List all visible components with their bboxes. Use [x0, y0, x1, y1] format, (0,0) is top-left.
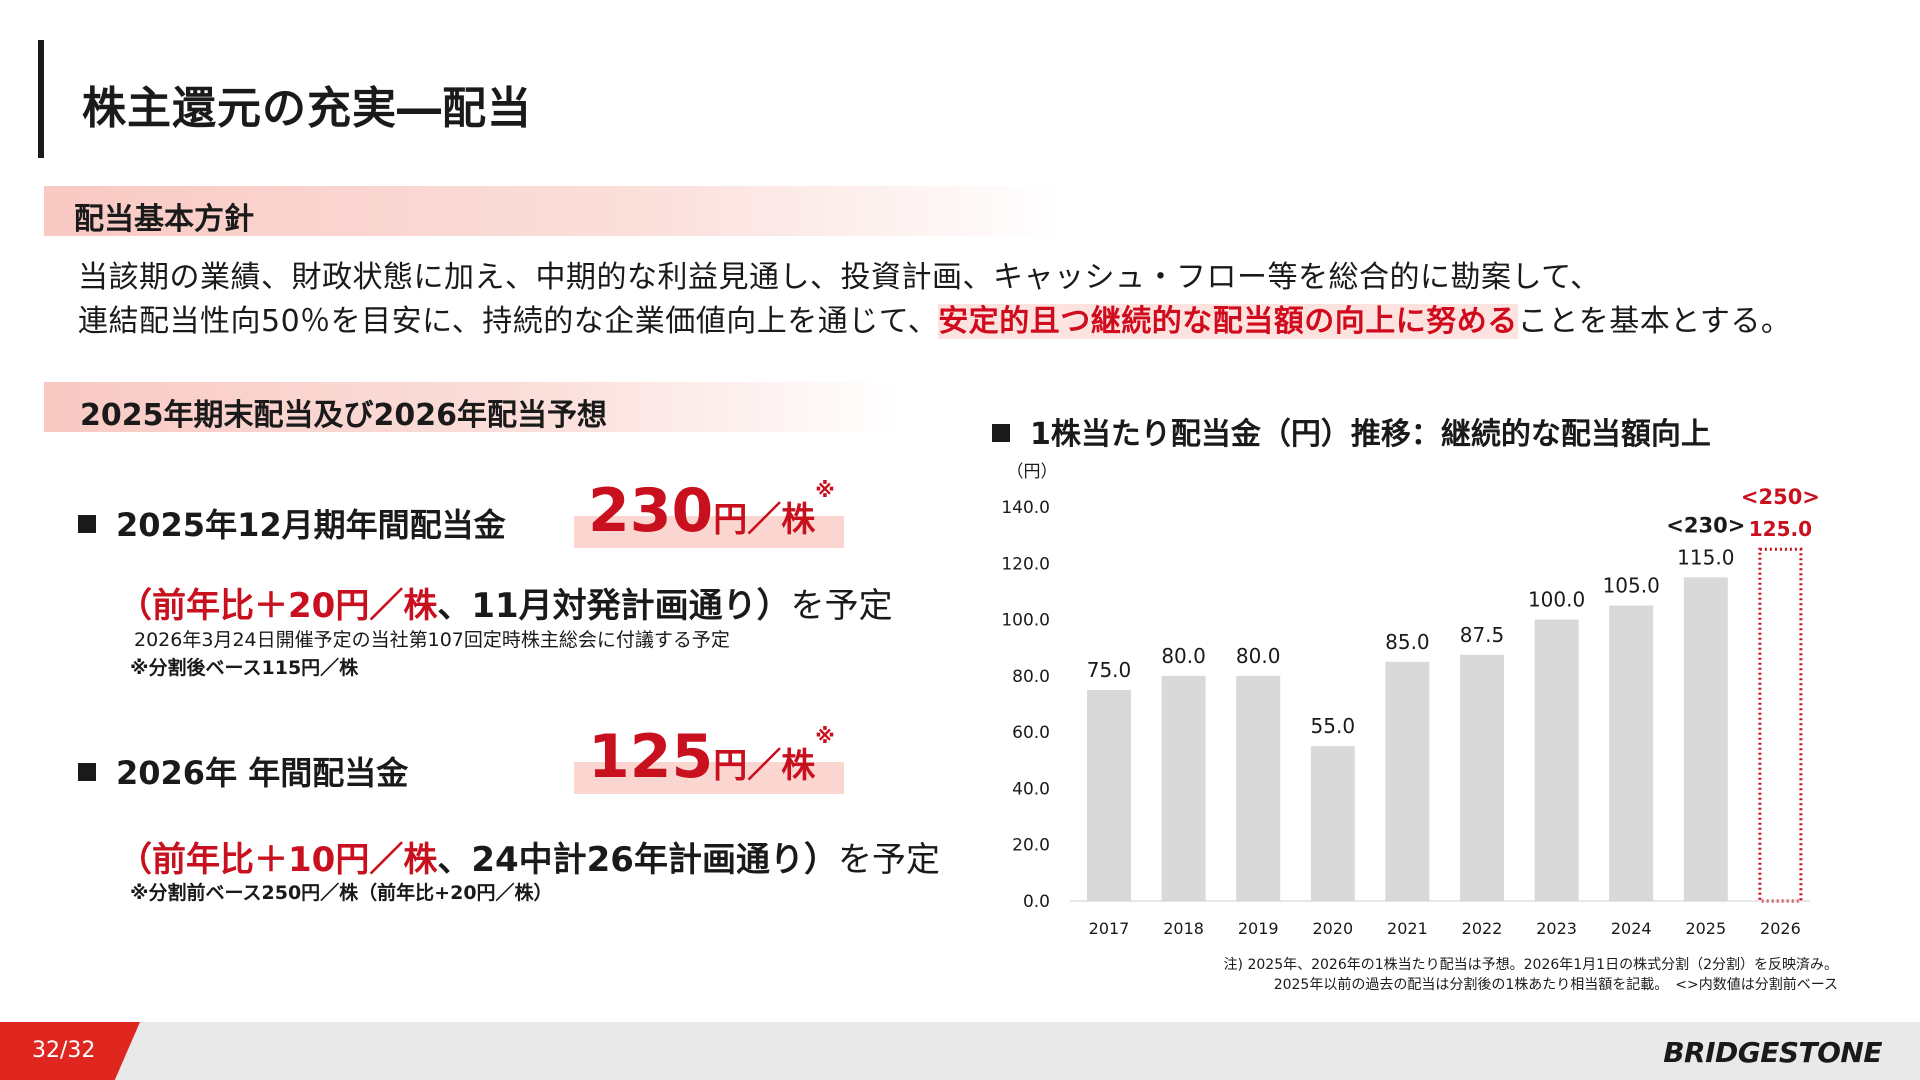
amount-unit-2025: 円／株	[713, 500, 816, 540]
amount-highlight-2026	[574, 762, 844, 794]
amount-value-2025: 230	[588, 476, 714, 546]
footer-bar	[0, 1022, 1920, 1080]
dividend-2026-label: 2026年 年間配当金	[116, 754, 409, 792]
bar-value-label: 80.0	[1161, 644, 1206, 668]
y-tick-label: 20.0	[1012, 836, 1050, 856]
forecast-heading: 2025年期末配当及び2026年配当予想	[80, 398, 607, 433]
bullet-square-icon	[992, 423, 1010, 442]
y-tick-label: 120.0	[1001, 554, 1050, 574]
chart-title-text: 1株当たり配当金（円）推移：継続的な配当額向上	[1030, 417, 1711, 452]
plan-text-2025: 、11月対発計画通り）	[437, 586, 791, 626]
y-tick-label: 0.0	[1023, 892, 1050, 912]
bar-value-label: 115.0	[1677, 545, 1734, 569]
x-tick-label: 2021	[1387, 919, 1428, 938]
bar	[1161, 675, 1206, 901]
page-number-tab	[0, 1022, 140, 1080]
bridgestone-logo: BRIDGESTONE	[1663, 1036, 1882, 1069]
chart-footnote-2: 2025年以前の過去の配当は分割後の1株あたり相当額を記載。 <>内数値は分割前…	[1273, 977, 1838, 993]
change-text-2025: （前年比＋20円／株	[118, 586, 438, 626]
note-mark-2026: ※	[815, 724, 835, 748]
plan-text-2026: 、24中計26年計画通り）	[437, 840, 838, 880]
bar	[1236, 675, 1281, 901]
policy-heading-band: 配当基本方針	[44, 186, 1064, 237]
dividend-2026-note-1: ※分割前ベース250円／株（前年比+20円／株）	[130, 882, 553, 904]
x-tick-label: 2018	[1163, 919, 1204, 938]
y-tick-label: 60.0	[1012, 723, 1050, 743]
chart-footnote-1: 注) 2025年、2026年の1株当たり配当は予想。2026年1月1日の株式分割…	[1223, 957, 1838, 973]
bar-value-label: 85.0	[1385, 630, 1430, 654]
bar	[1683, 577, 1728, 901]
x-tick-label: 2019	[1238, 919, 1279, 938]
x-tick-label: 2025	[1685, 919, 1726, 938]
dividend-2025-change: （前年比＋20円／株、11月対発計画通り）を予定	[118, 578, 893, 627]
y-tick-label: 100.0	[1001, 611, 1050, 631]
x-tick-label: 2024	[1611, 919, 1652, 938]
bar-value-label: 105.0	[1603, 574, 1660, 598]
bullet-square-icon	[78, 763, 96, 781]
dividend-2026-amount: 125円／株※	[588, 722, 835, 792]
title-accent-bar	[38, 40, 44, 158]
page-title: 株主還元の充実―配当	[82, 83, 532, 134]
policy-line-2-prefix: 連結配当性向50％を目安に、持続的な企業価値向上を通じて、	[78, 304, 939, 339]
policy-line-1: 当該期の業績、財政状態に加え、中期的な利益見通し、投資計画、キャッシュ・フロー等…	[78, 260, 1601, 295]
bar-value-label: 125.0	[1749, 517, 1812, 541]
note-mark-2025: ※	[815, 478, 835, 502]
x-tick-label: 2017	[1089, 919, 1130, 938]
amount-unit-2026: 円／株	[713, 746, 816, 786]
x-tick-label: 2023	[1536, 919, 1577, 938]
bar-value-label: 80.0	[1236, 644, 1281, 668]
bar-value-label: 100.0	[1528, 588, 1585, 612]
forecast-heading-band: 2025年期末配当及び2026年配当予想	[44, 382, 899, 433]
x-tick-label: 2022	[1462, 919, 1503, 938]
bar	[1460, 654, 1504, 901]
chart-title: 1株当たり配当金（円）推移：継続的な配当額向上	[992, 409, 1711, 453]
y-tick-label: 80.0	[1012, 667, 1050, 687]
bar-value-label: 75.0	[1087, 658, 1132, 682]
bullet-square-icon	[78, 515, 96, 533]
y-tick-label: 40.0	[1012, 779, 1050, 799]
amount-value-2026: 125	[588, 722, 714, 792]
y-tick-label: 140.0	[1001, 498, 1050, 518]
y-axis-unit-label: （円）	[1007, 462, 1058, 482]
dividend-bar-chart: （円） 0.0 20.0 40.0 60.0 80.0 100.0 120.0 140.0 75.…	[1001, 462, 1820, 938]
dividend-2025-label: 2025年12月期年間配当金	[116, 506, 506, 544]
policy-line-2-suffix: ことを基本とする。	[1517, 304, 1792, 339]
suffix-text-2025: を予定	[790, 586, 893, 626]
suffix-text-2026: を予定	[837, 840, 940, 880]
change-text-2026: （前年比＋10円／株	[118, 840, 438, 880]
dividend-2026-heading: 2026年 年間配当金	[78, 748, 408, 794]
bar	[1310, 746, 1355, 901]
policy-highlight: 安定的且つ継続的な配当額の向上に努める	[938, 304, 1518, 339]
dividend-2026-change: （前年比＋10円／株、24中計26年計画通り）を予定	[118, 832, 940, 881]
amount-highlight-2025	[574, 516, 844, 548]
x-tick-label: 2026	[1760, 919, 1801, 938]
dividend-2025-note-1: 2026年3月24日開催予定の当社第107回定時株主総会に付議する予定	[134, 629, 730, 651]
pre-split-label: <230>	[1666, 513, 1745, 537]
bar-value-label: 55.0	[1311, 714, 1356, 738]
dividend-2025-note-2: ※分割後ベース115円／株	[130, 657, 359, 679]
policy-heading: 配当基本方針	[74, 202, 254, 237]
bar	[1385, 661, 1430, 901]
bar-value-label: 87.5	[1460, 623, 1505, 647]
policy-line-2: 連結配当性向50％を目安に、持続的な企業価値向上を通じて、安定的且つ継続的な配当…	[78, 296, 1791, 340]
pre-split-label: <250>	[1741, 485, 1820, 509]
dividend-2025-heading: 2025年12月期年間配当金	[78, 500, 506, 546]
bar	[1609, 605, 1654, 901]
bar	[1087, 689, 1131, 901]
page-number: 32/32	[32, 1038, 96, 1063]
dividend-2025-amount: 230円／株※	[588, 476, 835, 546]
bar	[1534, 619, 1579, 901]
bar-forecast	[1758, 547, 1803, 903]
x-tick-label: 2020	[1312, 919, 1353, 938]
